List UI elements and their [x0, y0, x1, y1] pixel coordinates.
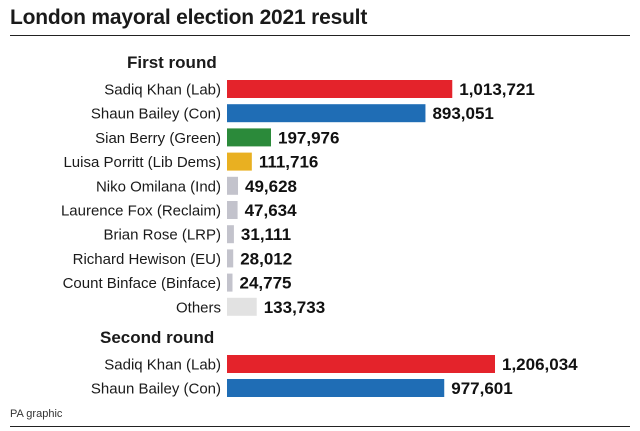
bar	[227, 128, 271, 147]
category-label: Brian Rose (LRP)	[103, 227, 221, 244]
value-label: 49,628	[245, 177, 297, 196]
source-credit: PA graphic	[10, 408, 63, 420]
value-label: 1,206,034	[502, 355, 578, 374]
category-label: Shaun Bailey (Con)	[91, 106, 221, 123]
bar	[227, 273, 233, 292]
top-rule	[10, 35, 630, 36]
bar	[227, 104, 426, 123]
category-label: Sadiq Khan (Lab)	[104, 357, 221, 374]
bar	[227, 152, 252, 171]
value-label: 31,111	[241, 225, 291, 244]
category-label: Richard Hewison (EU)	[73, 251, 221, 268]
value-label: 133,733	[264, 298, 325, 317]
category-label: Others	[176, 299, 221, 316]
bar	[227, 176, 239, 195]
value-label: 24,775	[240, 274, 292, 293]
category-label: Sian Berry (Green)	[95, 130, 221, 147]
category-label: Count Binface (Binface)	[63, 275, 221, 292]
bar	[227, 201, 238, 219]
category-label: Luisa Porritt (Lib Dems)	[63, 154, 221, 171]
section-title: Second round	[100, 328, 214, 347]
chart-title: London mayoral election 2021 result	[10, 6, 368, 29]
bottom-rule	[10, 426, 630, 427]
category-label: Laurence Fox (Reclaim)	[61, 203, 221, 220]
bar	[227, 249, 234, 268]
value-label: 28,012	[240, 249, 292, 268]
bar	[227, 80, 453, 98]
category-label: Shaun Bailey (Con)	[91, 381, 221, 398]
value-label: 111,716	[259, 153, 319, 172]
bar	[227, 355, 495, 373]
value-label: 197,976	[278, 128, 339, 147]
bar	[227, 225, 234, 244]
category-label: Niko Omilana (Ind)	[96, 178, 221, 195]
value-label: 977,601	[451, 379, 512, 398]
value-label: 47,634	[245, 201, 298, 220]
value-label: 893,051	[432, 104, 493, 123]
category-label: Sadiq Khan (Lab)	[104, 82, 221, 99]
bar	[227, 379, 445, 397]
section-title: First round	[127, 53, 217, 72]
bar	[227, 297, 257, 316]
value-label: 1,013,721	[459, 80, 535, 99]
